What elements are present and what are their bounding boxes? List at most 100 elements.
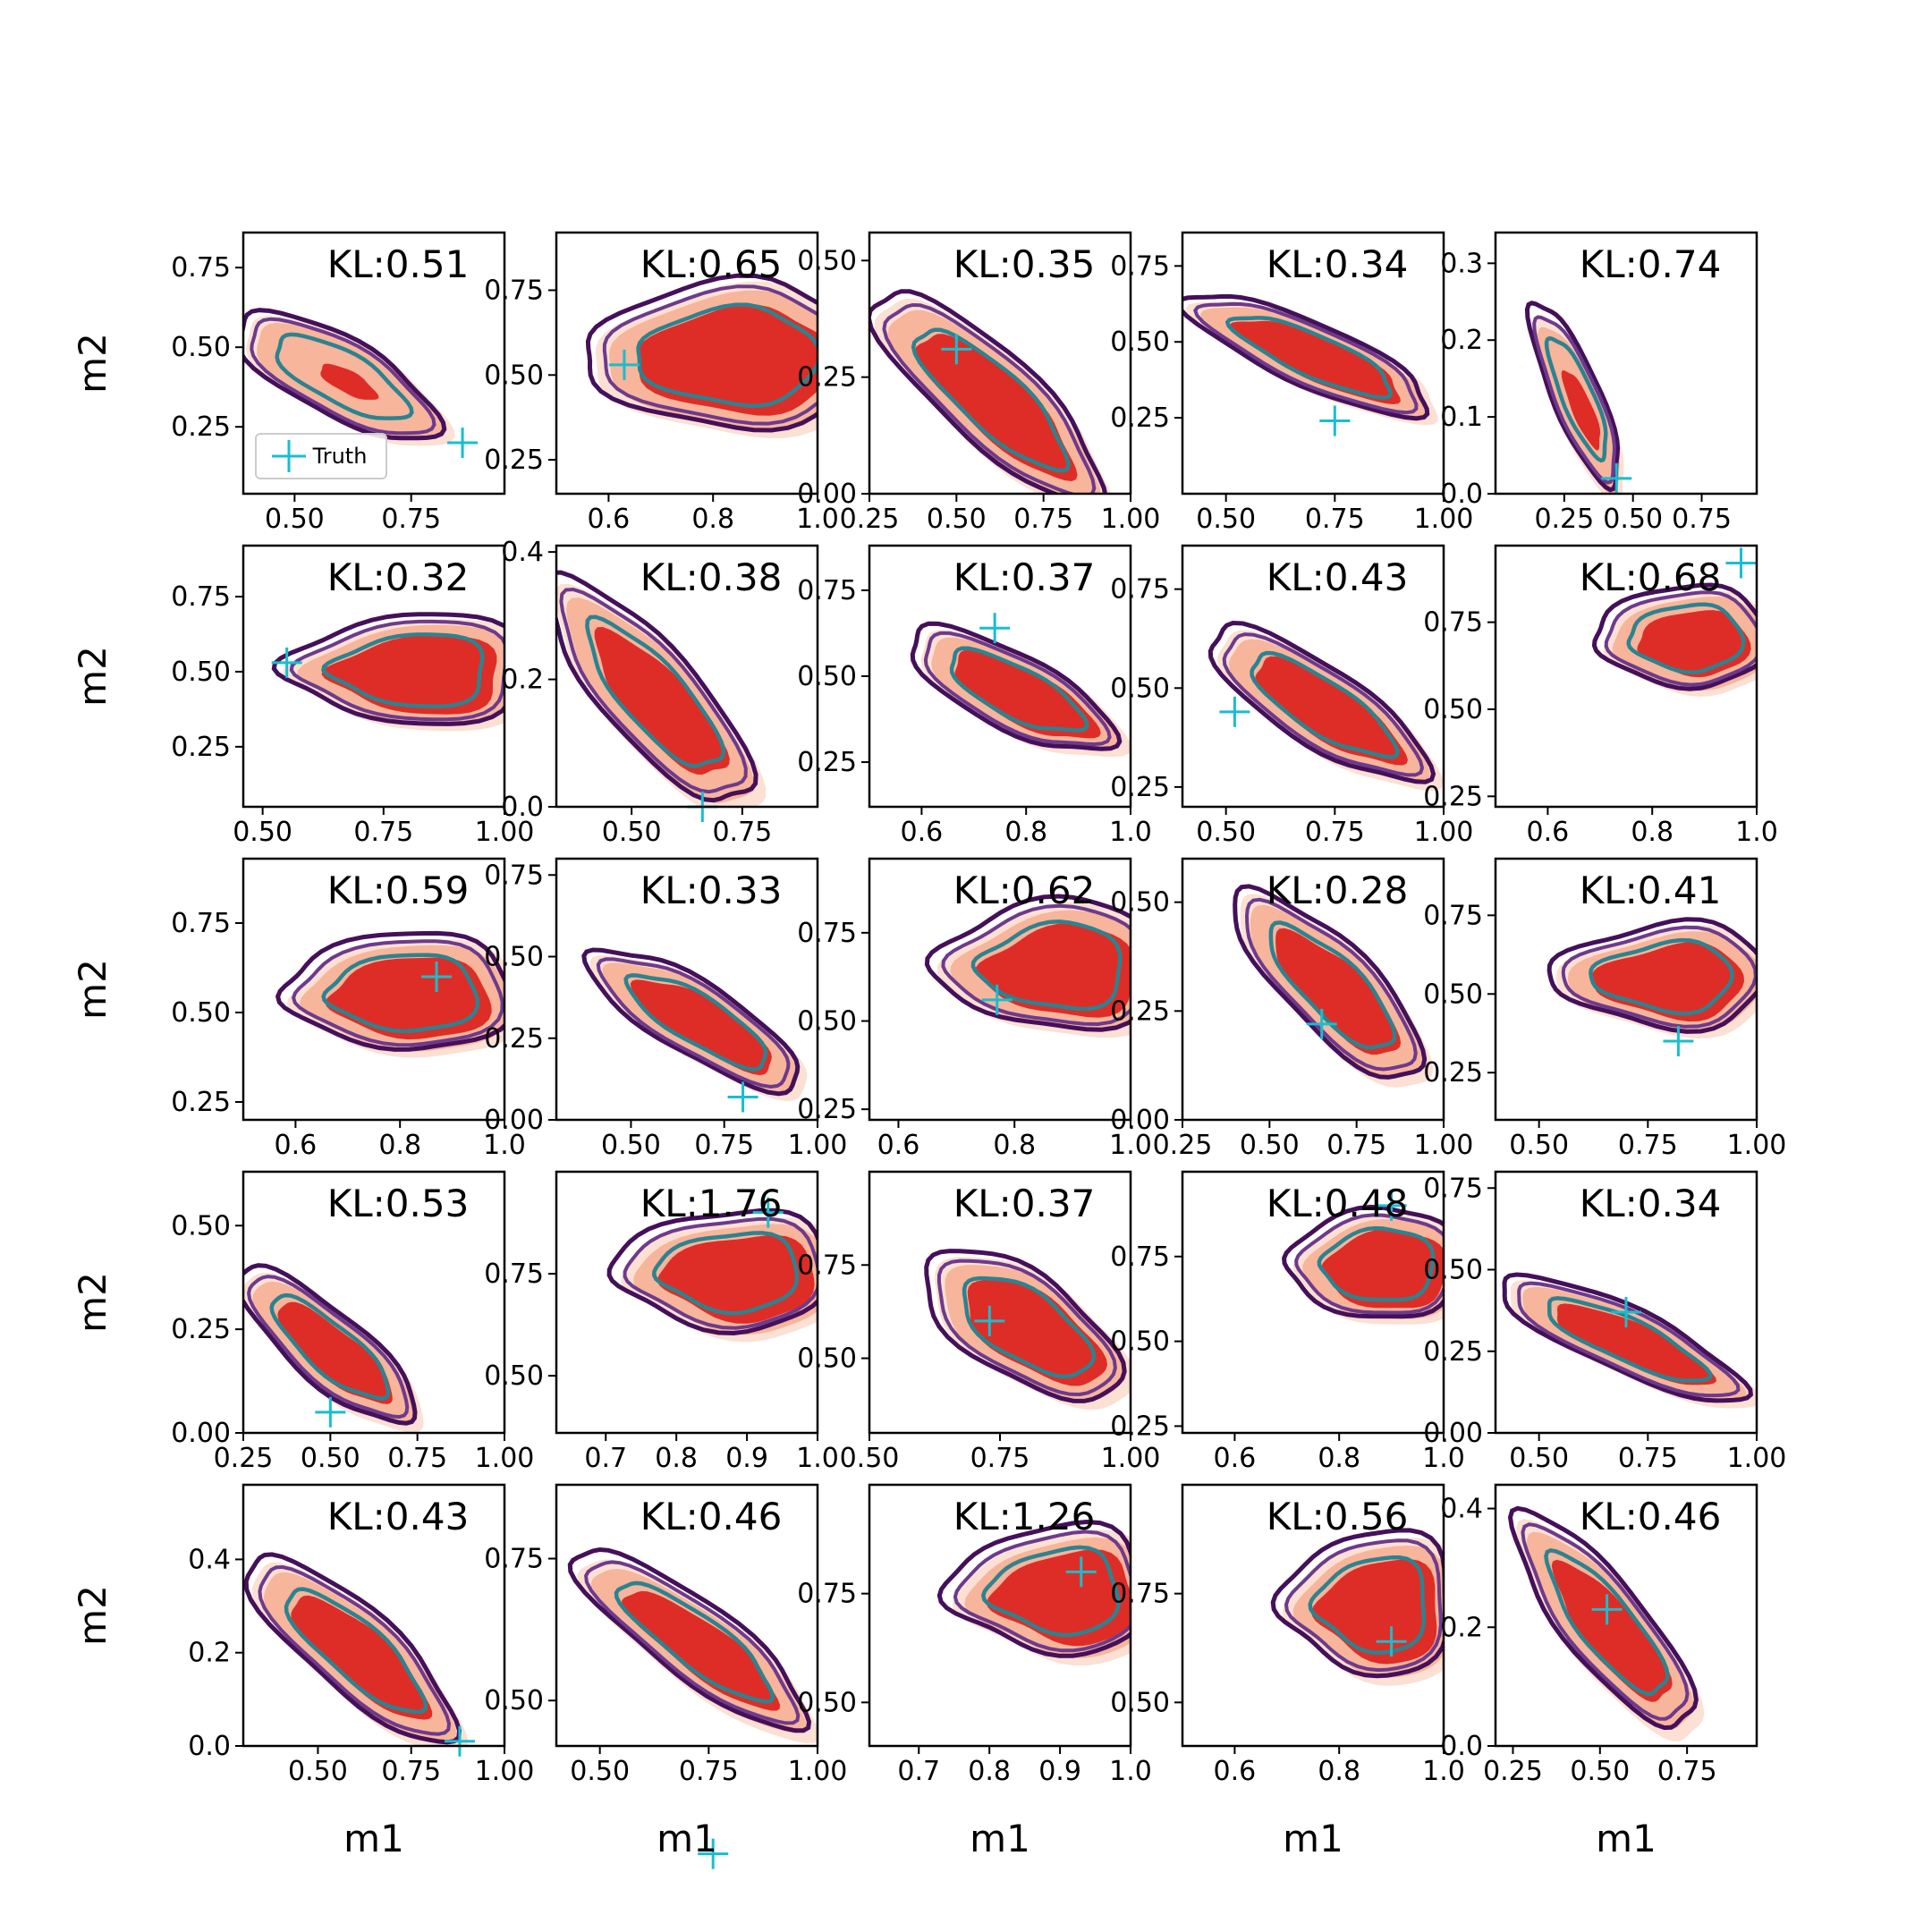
y-tick-label: 0.50 bbox=[171, 332, 231, 363]
y-tick-label: 0.50 bbox=[1423, 1255, 1483, 1286]
contour-inner bbox=[1544, 335, 1608, 463]
y-tick-label: 0.50 bbox=[1110, 887, 1170, 919]
contour-inner bbox=[1626, 602, 1746, 675]
y-tick-label: 0.25 bbox=[1423, 1057, 1483, 1089]
axes-frame bbox=[242, 544, 506, 809]
density-fill-inner bbox=[1321, 1229, 1444, 1309]
subplot-9: 0.50 0.75 1.00 0.25 0.50 0.75 KL:0.43 bbox=[1110, 544, 1474, 848]
panel-kl-label: KL:0.33 bbox=[640, 869, 783, 912]
x-tick-label: 0.7 bbox=[584, 1443, 627, 1474]
truth-marker bbox=[1376, 1626, 1407, 1657]
contour-mid bbox=[289, 619, 504, 722]
contour-mid bbox=[1517, 1281, 1741, 1398]
y-tick-label: 0.4 bbox=[1440, 1494, 1483, 1525]
contour-mid bbox=[882, 302, 1097, 494]
x-axis-label: m1 bbox=[970, 1817, 1030, 1860]
density-layer bbox=[936, 1519, 1131, 1666]
x-tick-label: 1.00 bbox=[1414, 817, 1474, 848]
y-tick-label: 0.50 bbox=[797, 661, 857, 692]
density-layer bbox=[243, 1263, 424, 1433]
x-tick-label: 1.00 bbox=[475, 1756, 535, 1787]
subplot-15: 0.50 0.75 1.00 0.25 0.50 0.75 KL:0.41 bbox=[1423, 857, 1787, 1161]
x-tick-label: 1.0 bbox=[1735, 817, 1778, 848]
axes-frame bbox=[242, 1170, 506, 1435]
x-tick-label: 0.50 bbox=[1196, 817, 1256, 848]
y-tick-label: 0.2 bbox=[501, 665, 544, 696]
x-tick-label: 0.6 bbox=[1214, 1443, 1257, 1474]
panel-kl-label: KL:0.59 bbox=[327, 869, 470, 912]
contour-outer bbox=[567, 1546, 812, 1733]
contour-mid bbox=[258, 1564, 452, 1736]
y-tick-label: 0.25 bbox=[1110, 772, 1170, 803]
contour-inner bbox=[949, 646, 1089, 733]
y-tick-label: 0.25 bbox=[797, 362, 857, 394]
density-fill-inner bbox=[630, 979, 772, 1076]
density-fill-inner bbox=[622, 1590, 781, 1711]
x-tick-label: 0.75 bbox=[1326, 1130, 1386, 1161]
density-layer bbox=[271, 612, 504, 732]
panel-kl-label: KL:0.41 bbox=[1580, 869, 1722, 912]
axes-frame bbox=[1494, 544, 1758, 809]
y-tick-label: 0.75 bbox=[1423, 900, 1483, 931]
density-fill-inner bbox=[975, 923, 1131, 1018]
x-axis-label: m1 bbox=[1283, 1817, 1343, 1860]
x-tick-label: 1.00 bbox=[1727, 1130, 1787, 1161]
y-tick-label: 0.50 bbox=[1110, 1326, 1170, 1358]
density-fill-inner bbox=[1275, 928, 1402, 1055]
y-tick-label: 0.75 bbox=[1110, 1241, 1170, 1273]
contour-inner bbox=[614, 1580, 775, 1704]
x-tick-label: 0.8 bbox=[1004, 817, 1047, 848]
subplot-2: 0.6 0.8 1.0 0.25 0.50 0.75 KL:0.65 bbox=[484, 231, 839, 535]
density-fill-inner bbox=[1637, 610, 1751, 678]
panel-kl-label: KL:0.68 bbox=[1580, 555, 1722, 599]
x-tick-label: 1.00 bbox=[1101, 1443, 1161, 1474]
x-tick-label: 0.8 bbox=[655, 1443, 698, 1474]
contour-inner bbox=[1589, 937, 1734, 1016]
axes-frame bbox=[868, 231, 1132, 496]
density-fill-inner bbox=[967, 1280, 1107, 1386]
y-axis-label: m2 bbox=[71, 333, 114, 394]
panel-kl-label: KL:0.38 bbox=[640, 555, 783, 599]
x-tick-label: 1.00 bbox=[1414, 504, 1474, 535]
truth-marker bbox=[752, 1197, 784, 1228]
x-tick-label: 1.00 bbox=[788, 1130, 848, 1161]
contour-mid bbox=[596, 957, 791, 1089]
contour-mid bbox=[1532, 315, 1616, 485]
density-layer bbox=[1546, 917, 1757, 1039]
y-tick-label: 0.25 bbox=[1423, 1336, 1483, 1368]
x-tick-label: 0.7 bbox=[897, 1756, 940, 1787]
axes-frame bbox=[242, 857, 506, 1122]
y-tick-label: 0.25 bbox=[484, 1023, 544, 1055]
y-tick-label: 0.25 bbox=[1110, 402, 1170, 434]
contour-outer bbox=[1282, 1204, 1444, 1319]
x-tick-label: 0.25 bbox=[1483, 1756, 1543, 1787]
truth-marker bbox=[421, 962, 453, 992]
contour-mid bbox=[1244, 897, 1418, 1072]
y-tick-label: 0.00 bbox=[1423, 1418, 1483, 1449]
truth-marker bbox=[941, 334, 972, 365]
x-tick-label: 0.50 bbox=[602, 817, 662, 848]
y-tick-label: 0.2 bbox=[188, 1638, 231, 1669]
axes-frame bbox=[1494, 857, 1758, 1122]
y-tick-label: 0.50 bbox=[1423, 694, 1483, 725]
x-tick-label: 1.0 bbox=[483, 1130, 526, 1161]
density-layer bbox=[1182, 293, 1438, 426]
x-tick-label: 0.9 bbox=[1038, 1756, 1081, 1787]
contour-outer bbox=[1524, 301, 1621, 493]
subplot-19: 0.6 0.8 1.0 0.25 0.50 0.75 KL:0.48 bbox=[1110, 1170, 1465, 1474]
contour-outer bbox=[924, 1249, 1127, 1403]
y-axis-label: m2 bbox=[71, 1272, 114, 1333]
y-tick-label: 0.75 bbox=[797, 1250, 857, 1281]
contour-mid bbox=[936, 1258, 1117, 1397]
panel-kl-label: KL:0.51 bbox=[327, 242, 470, 286]
density-layer bbox=[1524, 301, 1624, 494]
y-tick-label: 0.75 bbox=[797, 575, 857, 606]
subplot-20: 0.50 0.75 1.00 0.00 0.25 0.50 0.75 KL:0.34 bbox=[1423, 1170, 1786, 1474]
density-fill-inner bbox=[954, 649, 1101, 739]
truth-marker bbox=[1376, 1190, 1407, 1221]
density-layer bbox=[869, 289, 1111, 494]
x-tick-label: 0.75 bbox=[694, 1130, 754, 1161]
density-fill-inner bbox=[277, 1301, 393, 1404]
